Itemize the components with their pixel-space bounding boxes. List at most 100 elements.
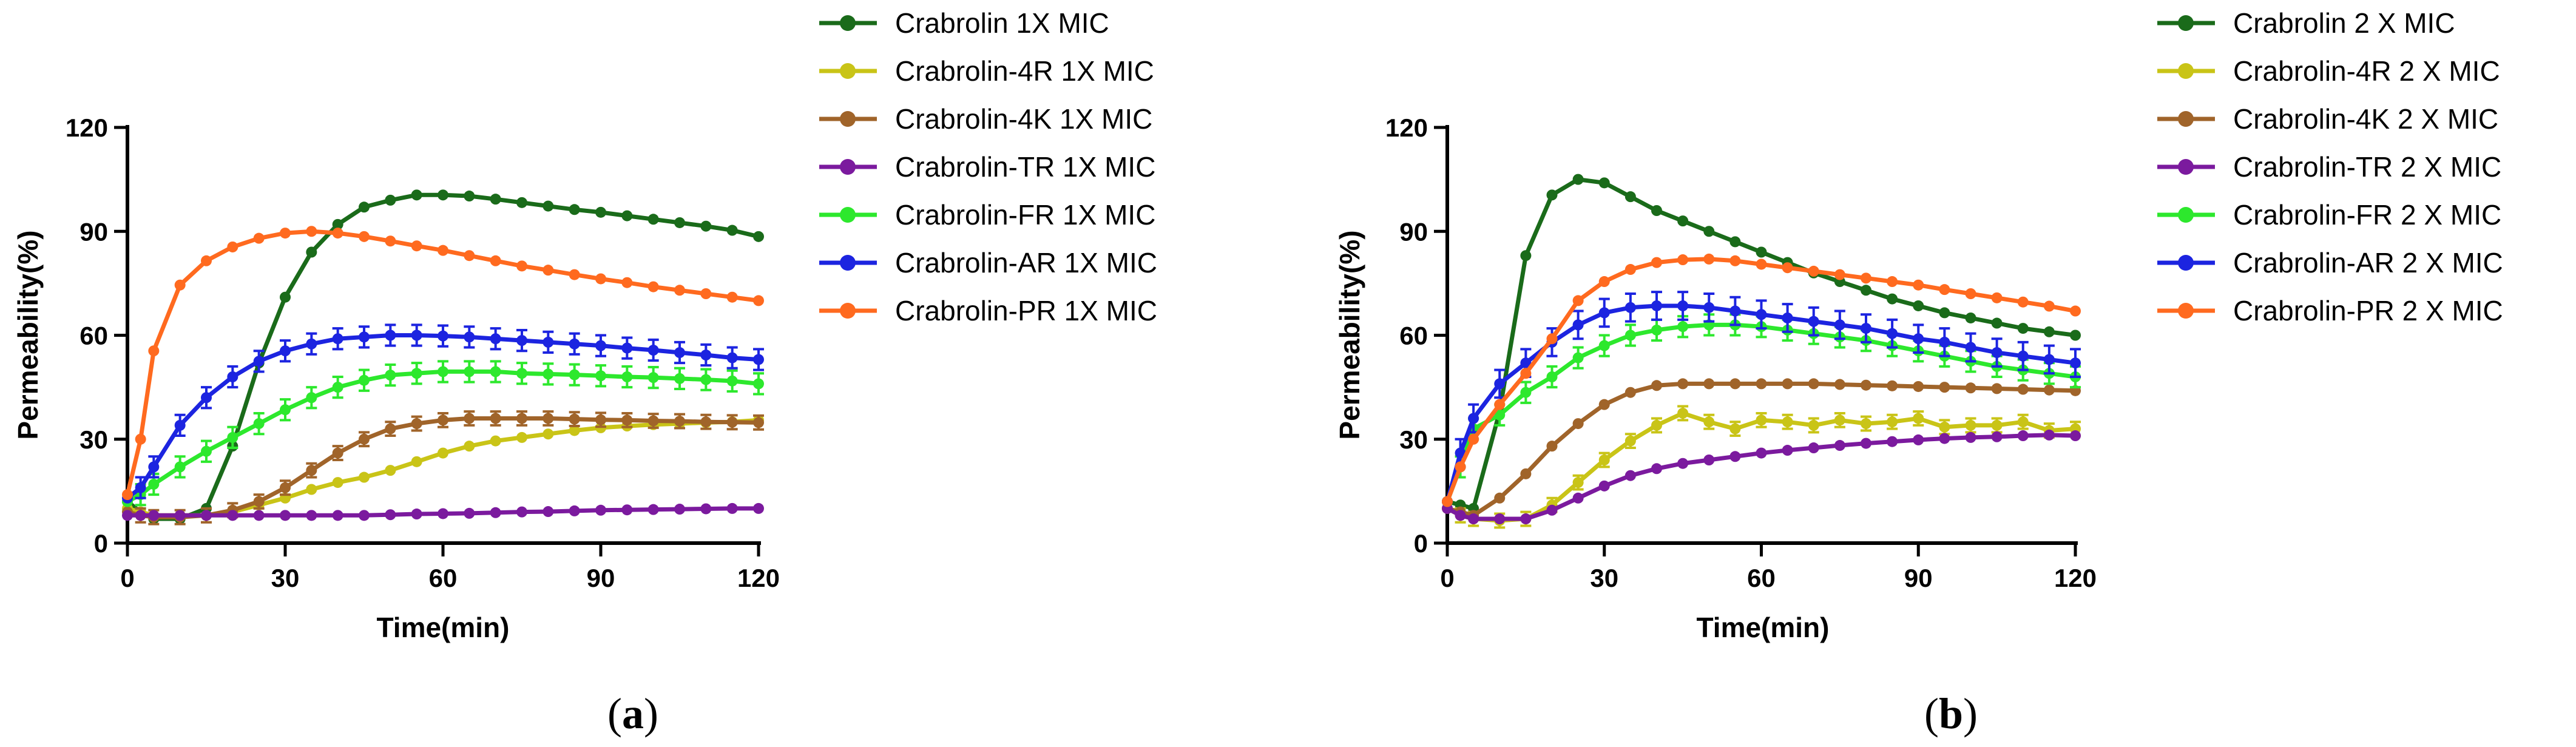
y-axis-title: Permeability(%) [1334,230,1365,439]
data-point [674,373,685,384]
data-point [1520,368,1532,379]
data-point [1861,285,1871,296]
legend-label: Crabrolin-AR 2 X MIC [2233,247,2503,279]
data-point [1756,309,1767,320]
data-point [621,371,633,382]
data-point [621,342,633,354]
y-tick-label: 120 [66,113,108,142]
legend-label: Crabrolin 1X MIC [895,7,1109,39]
data-point [332,228,343,239]
data-point [135,433,146,445]
data-point [438,330,448,342]
legend-swatch-marker [840,255,856,271]
data-point [621,414,633,426]
legend-item: Crabrolin-FR 2 X MIC [2157,199,2501,231]
data-point [1991,383,2003,394]
data-point [174,510,186,521]
data-point [2017,384,2029,395]
data-point [1468,433,1479,445]
data-point [1598,480,1610,492]
data-point [1494,399,1506,410]
data-point [1913,300,1924,311]
data-point [1598,399,1610,410]
data-point [1808,419,1819,431]
series-1 [1442,174,2081,514]
data-point [385,235,396,247]
legend-swatch-marker [840,159,856,175]
data-point [1624,302,1636,313]
data-point [306,465,317,476]
legend-label: Crabrolin-AR 1X MIC [895,247,1157,279]
data-point [1782,378,1793,390]
x-tick-label: 120 [2054,564,2097,592]
data-point [280,482,291,493]
data-point [753,231,764,242]
data-point [674,285,685,296]
data-point [1572,418,1584,430]
data-point [1598,276,1610,288]
series-5 [122,360,764,507]
data-point [516,197,527,208]
data-point [1546,189,1558,201]
chart-panel-a: 0 30 60 90 120 0 30 60 90 120 Time(min) Permeabilit… [12,7,1157,738]
data-point [1887,436,1898,447]
legend-swatch-marker [2178,207,2194,223]
legend-label: Crabrolin-FR 2 X MIC [2233,199,2501,231]
y-tick-label: 120 [1385,113,1428,142]
data-point [1913,380,1924,392]
data-point [122,510,133,521]
series-6 [1442,291,2081,507]
data-point [1887,416,1898,428]
data-point [306,392,317,404]
legend-swatch-marker [2178,255,2194,271]
data-point [674,347,685,359]
series-line [126,192,759,521]
series-5 [1442,313,2081,507]
y-tick-label: 60 [79,322,108,350]
data-point [1887,328,1898,339]
series-3 [1442,378,2081,521]
data-point [1546,333,1558,345]
data-point [438,508,448,519]
data-point [1703,226,1715,237]
data-point [647,415,659,427]
data-point [2043,300,2055,312]
data-point [516,431,527,443]
data-point [753,295,764,306]
data-point [569,369,580,380]
data-point [253,496,265,507]
data-point [1598,307,1610,319]
data-point [135,482,146,493]
data-point [1991,292,2003,303]
data-point [464,441,475,452]
data-point [753,417,764,428]
data-point [411,189,422,201]
data-point [647,281,659,292]
data-point [1572,477,1584,488]
data-point [1651,257,1662,268]
x-tick-label: 60 [429,564,458,592]
data-point [569,269,580,280]
data-point [1677,407,1689,419]
data-point [253,356,265,367]
data-point [174,461,186,473]
data-point [1703,378,1715,390]
data-point [332,477,343,488]
data-point [1782,416,1793,428]
series-2 [122,414,764,521]
legend-swatch-marker [2178,303,2194,319]
data-point [411,330,422,341]
data-point [2043,326,2055,337]
data-point [1939,382,1950,393]
data-point [1494,409,1506,421]
data-point [1546,504,1558,516]
data-point [135,510,146,521]
data-point [359,433,370,445]
legend-item: Crabrolin-TR 2 X MIC [2157,151,2501,183]
legend-label: Crabrolin-TR 1X MIC [895,151,1155,183]
data-point [700,288,712,299]
data-point [2070,305,2081,317]
series-7 [1442,253,2081,507]
data-point [1703,455,1715,465]
data-point [174,419,186,431]
